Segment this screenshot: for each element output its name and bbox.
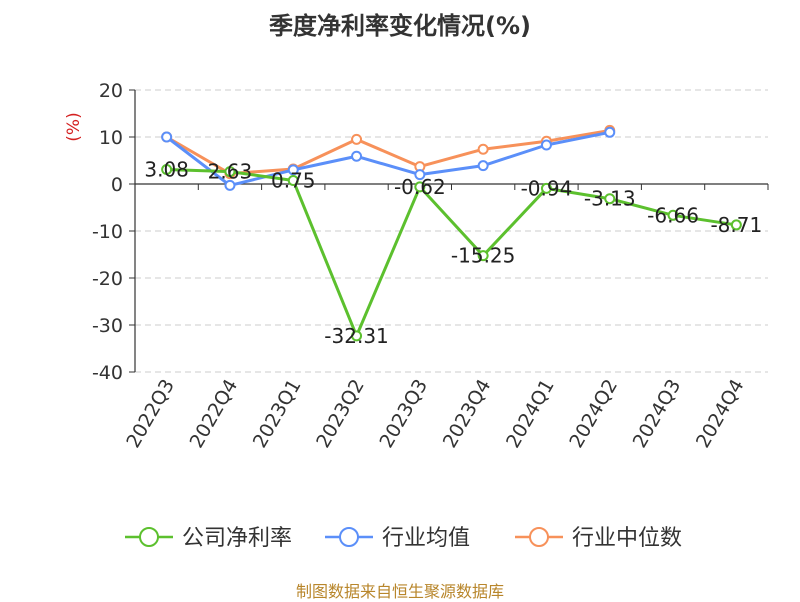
- x-tick-label: 2023Q4: [439, 376, 496, 452]
- x-tick-label: 2024Q3: [629, 376, 686, 452]
- x-tick-label: 2023Q1: [249, 376, 306, 452]
- data-point[interactable]: [477, 143, 489, 155]
- legend[interactable]: 公司净利率 行业均值 行业中位数: [125, 526, 682, 551]
- data-point[interactable]: [287, 174, 299, 186]
- x-tick-label: 2022Q3: [122, 376, 179, 452]
- data-point[interactable]: [224, 166, 236, 178]
- data-label: -0.62: [394, 175, 446, 199]
- legend-marker: [339, 527, 359, 547]
- legend-label: 行业中位数: [572, 526, 682, 551]
- data-point[interactable]: [477, 160, 489, 172]
- x-tick-label: 2024Q4: [692, 376, 749, 452]
- legend-item[interactable]: 行业中位数: [515, 526, 682, 551]
- data-label: -3.13: [584, 187, 636, 211]
- legend-marker: [139, 527, 159, 547]
- grid-lines: [135, 89, 768, 373]
- y-tick-label: 20: [99, 80, 123, 102]
- data-point[interactable]: [161, 164, 173, 176]
- legend-item[interactable]: 行业均值: [325, 526, 470, 551]
- data-label: 3.08: [144, 158, 189, 182]
- y-axis-label: (%): [64, 112, 84, 141]
- data-label: -15.25: [451, 244, 515, 268]
- legend-label: 公司净利率: [182, 526, 292, 551]
- data-label: -6.66: [647, 203, 699, 227]
- legend-item[interactable]: 公司净利率: [125, 526, 292, 551]
- legend-marker: [529, 527, 549, 547]
- data-point[interactable]: [224, 179, 236, 191]
- data-point[interactable]: [730, 219, 742, 231]
- data-point[interactable]: [351, 150, 363, 162]
- y-tick-label: -30: [92, 315, 123, 337]
- data-label: 2.63: [208, 160, 253, 184]
- data-label: 0.75: [271, 168, 316, 192]
- y-tick-label: -10: [92, 221, 123, 243]
- data-point[interactable]: [604, 126, 616, 138]
- data-label: -32.31: [324, 324, 388, 348]
- x-tick-label: 2022Q4: [186, 376, 243, 452]
- source-footer: 制图数据来自恒生聚源数据库: [295, 582, 504, 601]
- data-point[interactable]: [287, 164, 299, 176]
- data-label: -8.71: [710, 213, 762, 237]
- data-point[interactable]: [351, 133, 363, 145]
- series-line: [166, 168, 737, 338]
- data-point[interactable]: [667, 209, 679, 221]
- x-tick-label: 2023Q3: [375, 376, 432, 452]
- data-point[interactable]: [604, 193, 616, 205]
- data-point[interactable]: [161, 131, 173, 143]
- data-point[interactable]: [540, 182, 552, 194]
- y-tick-label: 10: [99, 127, 123, 149]
- data-label: -0.94: [521, 176, 573, 200]
- y-tick-label: 0: [111, 174, 123, 196]
- x-tick-label: 2024Q2: [565, 376, 622, 452]
- x-tick-label: 2024Q1: [502, 376, 559, 452]
- chart-title: 季度净利率变化情况(%): [269, 12, 531, 40]
- legend-label: 行业均值: [382, 526, 470, 551]
- data-point[interactable]: [477, 250, 489, 262]
- y-tick-label: -20: [92, 268, 123, 290]
- y-tick-label: -40: [92, 362, 123, 384]
- series-lines: [161, 124, 742, 342]
- data-point[interactable]: [414, 169, 426, 181]
- data-labels: 3.08 2.63 0.75-32.31-0.62-15.25-0.94 -3.13-…: [144, 158, 762, 348]
- data-point[interactable]: [351, 330, 363, 342]
- data-point[interactable]: [540, 139, 552, 151]
- series-line: [165, 130, 611, 187]
- data-point[interactable]: [414, 181, 426, 193]
- x-tick-label: 2023Q2: [312, 376, 369, 452]
